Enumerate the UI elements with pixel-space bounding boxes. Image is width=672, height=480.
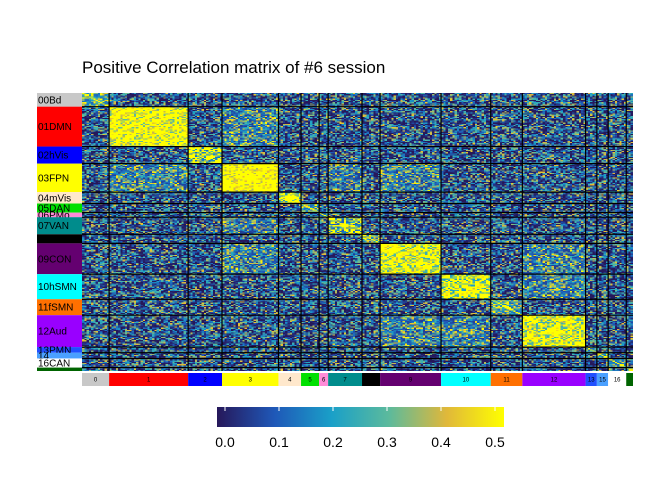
column-network-label: 5 (308, 378, 312, 384)
column-network-label: 12 (551, 378, 558, 384)
network-separators (82, 93, 633, 371)
heatmap-cells (82, 93, 633, 371)
column-network-label: 3 (249, 378, 253, 384)
column-network-swatch (608, 373, 627, 386)
row-network-label: 04mVis (38, 193, 71, 204)
colorbar-legend: 0.0 0.1 0.2 0.3 0.4 0.5 (215, 407, 505, 450)
column-network-swatch (82, 373, 110, 386)
colorbar-tick-label: 0.2 (323, 434, 343, 450)
row-network-swatch (37, 163, 82, 193)
chart-title: Positive Correlation matrix of #6 sessio… (82, 58, 385, 77)
row-network-swatch (37, 367, 82, 371)
column-network-label: 11 (503, 378, 510, 384)
column-network-swatch (596, 373, 609, 386)
row-network-label: 14 (38, 351, 50, 362)
row-network-swatch (37, 299, 82, 316)
column-network-swatch (301, 373, 320, 386)
column-network-swatch (278, 373, 302, 386)
column-network-swatch (522, 373, 586, 386)
row-network-swatch (37, 315, 82, 348)
column-network-label: 4 (288, 378, 292, 384)
row-network-swatch (37, 203, 82, 213)
row-network-label: 02hVis (38, 151, 68, 162)
row-network-label: 11fSMN (38, 303, 73, 314)
row-network-swatch (37, 146, 82, 164)
column-network-swatch (188, 373, 223, 386)
colorbar-tick-label: 0.4 (431, 434, 451, 450)
column-network-swatch (490, 373, 523, 386)
column-network-swatch (109, 373, 189, 386)
row-network-label: 16CAN (38, 359, 70, 370)
column-network-label: 6 (322, 378, 326, 384)
row-network-labels: 00Bd 01DMN 02hVis 03FPN 04mVis05DAN06PMo07VA… (37, 93, 82, 371)
column-network-label: 10 (463, 378, 470, 384)
row-network-swatch (37, 358, 82, 368)
colorbar-tick-label: 0.5 (485, 434, 505, 450)
column-network-label: 7 (343, 378, 347, 384)
column-network-swatch (362, 373, 381, 386)
column-network-label: 9 (409, 378, 413, 384)
column-network-label: 0 (94, 378, 98, 384)
row-network-label: 00Bd (38, 95, 61, 106)
row-network-swatch (37, 234, 82, 244)
row-network-label: 09CON (38, 254, 71, 265)
column-network-label: 1 (147, 378, 151, 384)
row-network-swatch (37, 243, 82, 275)
column-network-swatch (319, 373, 329, 386)
row-network-swatch (37, 352, 82, 359)
column-network-label: 8 (369, 378, 373, 384)
row-network-label: 01DMN (38, 122, 72, 133)
column-network-label: 2 (203, 378, 207, 384)
row-network-label: 08SMN (38, 234, 71, 245)
column-network-swatch (585, 373, 597, 386)
row-network-label: 13PMN (38, 345, 71, 356)
row-network-swatch (37, 217, 82, 235)
colorbar-gradient (217, 407, 504, 427)
colorbar-tick-label: 0.3 (377, 434, 397, 450)
row-network-swatch (37, 93, 82, 107)
column-network-labels: 0 1 2 3 4 5 6 7 8 9 10 11 12 13 15 16 (82, 373, 633, 386)
column-network-swatch (222, 373, 279, 386)
column-network-swatch (380, 373, 442, 386)
row-network-label: 12Aud (38, 327, 67, 338)
row-network-swatch (37, 212, 82, 218)
row-network-swatch (37, 274, 82, 300)
heatmap-matrix (82, 93, 633, 371)
row-network-label: 03FPN (38, 173, 69, 184)
colorbar-tick-label: 0.1 (269, 434, 289, 450)
column-network-swatch (626, 373, 633, 386)
row-network-swatch (37, 192, 82, 204)
row-network-label: 05DAN (38, 204, 70, 215)
row-network-label: 10hSMN (38, 282, 77, 293)
row-network-label: 07VAN (38, 221, 69, 232)
column-network-label: 15 (599, 378, 606, 384)
colorbar-tick-label: 0.0 (215, 434, 235, 450)
column-network-label: 16 (614, 378, 621, 384)
row-network-label: 06PMo (38, 210, 70, 221)
column-network-label: 13 (588, 378, 595, 384)
row-network-swatch (37, 106, 82, 147)
column-network-swatch (441, 373, 491, 386)
row-network-swatch (37, 347, 82, 353)
column-network-swatch (328, 373, 363, 386)
